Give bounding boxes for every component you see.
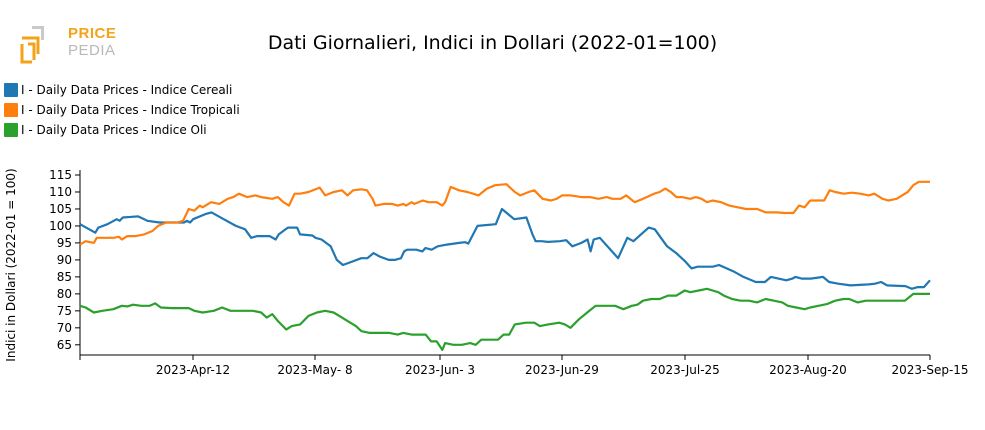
x-tick-label: 2023-Aug-20 xyxy=(769,363,847,377)
x-tick-label: 2023-Jun- 3 xyxy=(405,363,475,377)
y-tick-label: 105 xyxy=(49,202,72,216)
y-tick-label: 95 xyxy=(57,236,72,250)
legend-swatch-cereali xyxy=(4,83,18,97)
pricepedia-logo: PRICE PEDIA xyxy=(18,24,128,68)
y-tick-label: 85 xyxy=(57,270,72,284)
y-tick-label: 75 xyxy=(57,304,72,318)
legend-item-oli[interactable]: I - Daily Data Prices - Indice Oli xyxy=(4,120,240,140)
x-tick-label: 2023-Sep-15 xyxy=(891,363,968,377)
legend-item-cereali[interactable]: I - Daily Data Prices - Indice Cereali xyxy=(4,80,240,100)
y-tick-label: 110 xyxy=(49,185,72,199)
logo-text-top: PRICE xyxy=(68,25,117,42)
y-tick-label: 90 xyxy=(57,253,72,267)
chart-series-lines xyxy=(79,180,931,351)
chart-title: Dati Giornalieri, Indici in Dollari (202… xyxy=(267,32,718,54)
y-tick-label: 65 xyxy=(57,338,72,352)
legend-swatch-tropicali xyxy=(4,103,18,117)
legend-item-tropicali[interactable]: I - Daily Data Prices - Indice Tropicali xyxy=(4,100,240,120)
x-tick-label: 2023-Jul-25 xyxy=(650,363,720,377)
chart-axes: 65 70 75 80 85 90 95 100 105 110 115 2023-Apr-12 202… xyxy=(49,168,968,377)
legend-swatch-oli xyxy=(4,123,18,137)
x-tick-label: 2023-May- 8 xyxy=(277,363,352,377)
pricepedia-logo-mark xyxy=(20,26,44,64)
y-tick-label: 100 xyxy=(49,219,72,233)
x-tick-label: 2023-Apr-12 xyxy=(156,363,230,377)
legend-label-cereali: I - Daily Data Prices - Indice Cereali xyxy=(21,83,233,97)
legend-label-oli: I - Daily Data Prices - Indice Oli xyxy=(21,123,207,137)
chart-legend: I - Daily Data Prices - Indice Cereali I… xyxy=(4,80,240,140)
series-line-tropicali xyxy=(79,180,930,246)
y-tick-label: 80 xyxy=(57,287,72,301)
series-line-oli xyxy=(79,287,930,351)
series-line-cereali xyxy=(79,207,931,290)
x-tick-label: 2023-Jun-29 xyxy=(525,363,599,377)
y-axis-title: Indici in Dollari (2022-01 = 100) xyxy=(4,168,18,361)
y-tick-label: 115 xyxy=(49,168,72,182)
legend-label-tropicali: I - Daily Data Prices - Indice Tropicali xyxy=(21,103,240,117)
y-tick-label: 70 xyxy=(57,321,72,335)
logo-text-bottom: PEDIA xyxy=(68,42,116,59)
